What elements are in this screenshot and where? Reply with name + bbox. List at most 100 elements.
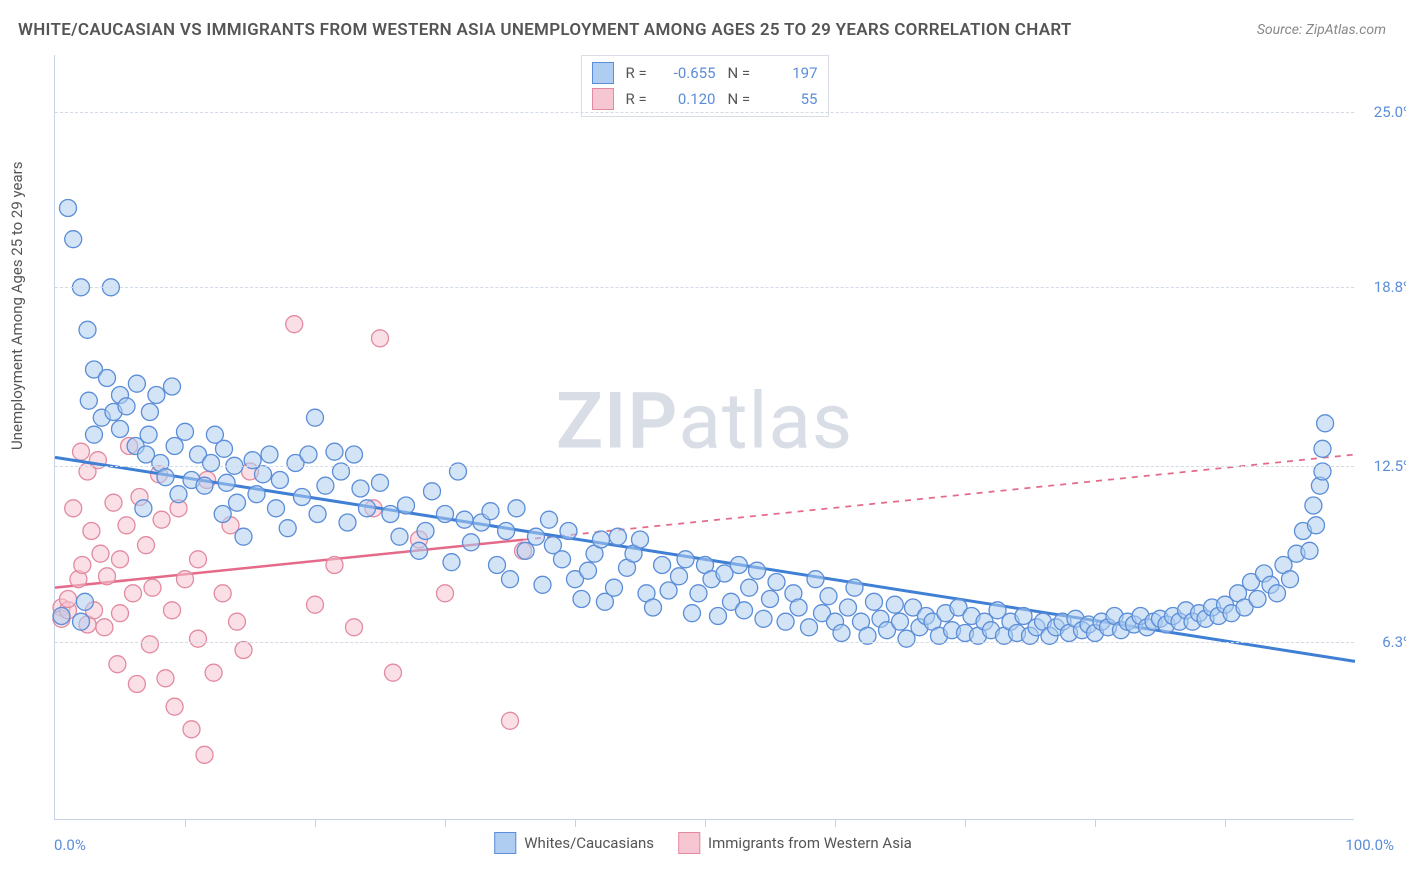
blue-point (541, 511, 558, 528)
blue-point (489, 557, 506, 574)
blue-point (279, 520, 296, 537)
pink-point (183, 721, 200, 738)
blue-point (684, 605, 701, 622)
blue-point (214, 506, 231, 523)
legend-swatch (494, 832, 516, 854)
pink-point (157, 670, 174, 687)
blue-point (177, 423, 194, 440)
legend-label: Immigrants from Western Asia (708, 834, 912, 852)
stats-legend: R =-0.655N =197R =0.120N =55 (581, 55, 829, 117)
blue-point (1269, 585, 1286, 602)
blue-point (768, 574, 785, 591)
pink-point (99, 568, 116, 585)
blue-point (1282, 571, 1299, 588)
pink-point (190, 551, 207, 568)
blue-point (417, 523, 434, 540)
stats-n-label: N = (728, 90, 756, 108)
blue-point (76, 593, 93, 610)
blue-point (60, 200, 77, 217)
pink-point (138, 537, 155, 554)
blue-point (517, 542, 534, 559)
pink-point (112, 551, 129, 568)
pink-point (307, 596, 324, 613)
blue-point (218, 474, 235, 491)
pink-point (372, 330, 389, 347)
chart-source: Source: ZipAtlas.com (1257, 22, 1386, 38)
x-tick (445, 819, 446, 827)
blue-point (833, 625, 850, 642)
gridline-h (55, 466, 1354, 467)
blue-point (1308, 517, 1325, 534)
gridline-h (55, 112, 1354, 113)
stats-legend-row: R =-0.655N =197 (592, 60, 818, 86)
blue-point (573, 591, 590, 608)
blue-point (157, 469, 174, 486)
blue-point (148, 387, 165, 404)
blue-point (166, 438, 183, 455)
blue-point (118, 398, 135, 415)
pink-point (73, 443, 90, 460)
pink-point (437, 585, 454, 602)
pink-point (128, 676, 145, 693)
pink-trendline-dashed (523, 455, 1355, 540)
pink-point (141, 636, 158, 653)
pink-point (229, 613, 246, 630)
blue-point (268, 500, 285, 517)
pink-point (144, 579, 161, 596)
blue-point (677, 551, 694, 568)
pink-point (286, 316, 303, 333)
blue-point (326, 443, 343, 460)
y-axis-label: Unemployment Among Ages 25 to 29 years (8, 162, 26, 450)
bottom-legend: Whites/CaucasiansImmigrants from Western… (494, 832, 912, 854)
pink-point (109, 656, 126, 673)
legend-swatch (678, 832, 700, 854)
plot-area: ZIPatlas R =-0.655N =197R =0.120N =55 6.… (54, 55, 1354, 820)
blue-point (528, 528, 545, 545)
pink-point (196, 746, 213, 763)
blue-point (671, 568, 688, 585)
blue-point (790, 599, 807, 616)
stats-r-value: 0.120 (666, 90, 716, 108)
x-tick (965, 819, 966, 827)
stats-r-label: R = (626, 64, 654, 82)
blue-point (79, 321, 96, 338)
blue-point (807, 571, 824, 588)
blue-point (86, 426, 103, 443)
legend-swatch (592, 62, 614, 84)
blue-point (203, 455, 220, 472)
blue-point (730, 557, 747, 574)
x-tick (1095, 819, 1096, 827)
blue-point (65, 231, 82, 248)
blue-point (866, 593, 883, 610)
y-tick-label: 12.5% (1359, 457, 1406, 475)
scatter-plot-svg (55, 55, 1354, 819)
blue-point (736, 602, 753, 619)
pink-point (166, 698, 183, 715)
pink-point (346, 619, 363, 636)
blue-point (196, 477, 213, 494)
blue-point (53, 608, 70, 625)
blue-point (741, 579, 758, 596)
blue-point (99, 370, 116, 387)
blue-point (135, 500, 152, 517)
blue-point (749, 562, 766, 579)
blue-point (359, 500, 376, 517)
stats-legend-row: R =0.120N =55 (592, 86, 818, 112)
blue-point (1301, 542, 1318, 559)
pink-point (502, 712, 519, 729)
blue-point (840, 599, 857, 616)
blue-point (294, 489, 311, 506)
blue-point (391, 528, 408, 545)
blue-point (170, 486, 187, 503)
x-axis-min-label: 0.0% (54, 836, 86, 854)
y-tick-label: 6.3% (1359, 633, 1406, 651)
x-axis-max-label: 100.0% (1345, 836, 1394, 854)
blue-point (372, 474, 389, 491)
blue-point (632, 531, 649, 548)
stats-n-value: 197 (768, 64, 818, 82)
pink-point (60, 591, 77, 608)
blue-point (164, 378, 181, 395)
pink-point (385, 664, 402, 681)
blue-point (443, 554, 460, 571)
pink-point (205, 664, 222, 681)
